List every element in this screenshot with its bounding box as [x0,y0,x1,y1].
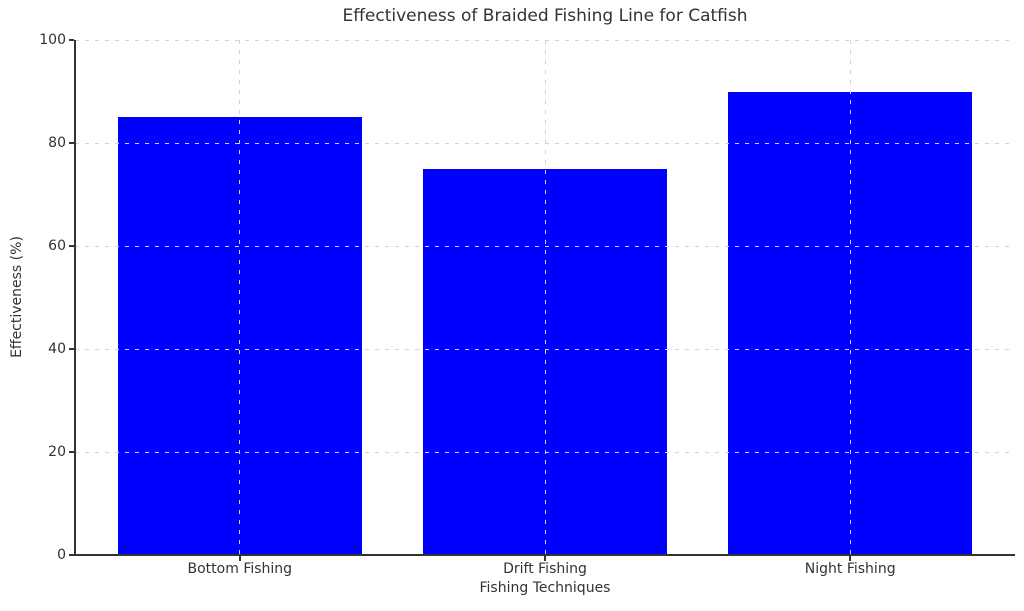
x-tick-label-drift-fishing: Drift Fishing [503,561,587,577]
y-tick-label-60: 60 [48,238,66,254]
x-axis-line [74,554,1015,556]
y-tick-label-20: 20 [48,444,66,460]
x-tick-label-night-fishing: Night Fishing [804,561,896,577]
v-gridline-bottom-fishing [239,40,241,555]
y-tick-40 [69,348,74,350]
y-axis-label: Effectiveness (%) [9,236,25,358]
plot-area [69,39,1015,561]
v-gridline-drift-fishing [544,40,546,555]
y-tick-80 [69,142,74,144]
y-tick-label-40: 40 [48,341,66,357]
x-axis-label: Fishing Techniques [479,580,611,596]
y-tick-label-80: 80 [48,135,66,151]
x-tick-bottom-fishing [238,556,241,561]
y-tick-100 [69,39,74,41]
y-tick-label-0: 0 [57,547,66,563]
x-tick-night-fishing [849,556,852,561]
y-tick-60 [69,245,74,247]
y-axis-line [74,40,76,555]
x-tick-label-bottom-fishing: Bottom Fishing [187,561,293,577]
y-tick-0 [69,554,74,556]
chart-title: Effectiveness of Braided Fishing Line fo… [342,6,748,26]
v-gridline-night-fishing [849,40,851,555]
y-tick-20 [69,451,74,453]
y-tick-label-100: 100 [39,32,66,48]
x-tick-drift-fishing [544,556,546,561]
